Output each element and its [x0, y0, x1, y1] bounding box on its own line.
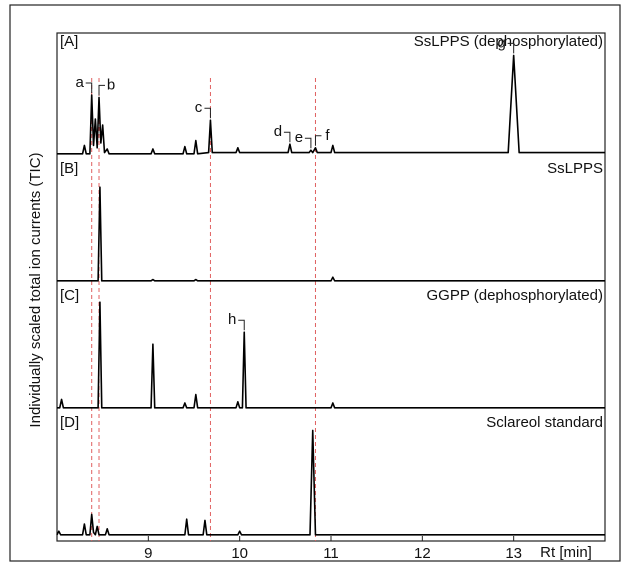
peak-label-connector — [304, 137, 312, 149]
peak-label: d — [274, 123, 282, 140]
x-tick-label: 12 — [414, 545, 431, 562]
peak-label: h — [228, 311, 236, 328]
y-axis-title: Individually scaled total ion currents (… — [27, 152, 44, 427]
panel-tag: [D] — [60, 414, 79, 431]
trace — [57, 54, 605, 155]
peak-label: b — [107, 76, 115, 93]
peak-label: e — [295, 129, 303, 146]
panel-tag: [A] — [60, 33, 78, 50]
x-tick-label: 11 — [323, 545, 339, 562]
peak-label: f — [325, 127, 330, 144]
peak-label-connector — [314, 135, 322, 146]
peak-label-connector — [507, 42, 515, 54]
peak-label: g — [497, 34, 505, 51]
peak-label-connector — [283, 131, 291, 143]
x-tick-label: 9 — [144, 545, 152, 562]
panel-title: SsLPPS — [547, 160, 603, 177]
peak-label-connector — [204, 107, 211, 119]
panel-title: SsLPPS (dephosphorylated) — [414, 33, 603, 50]
x-tick-label: 13 — [505, 545, 522, 562]
peak-label-connector — [85, 82, 93, 93]
x-axis-title: Rt [min] — [540, 544, 592, 561]
trace — [57, 186, 605, 282]
x-tick-label: 10 — [231, 545, 248, 562]
panel-tag: [C] — [60, 287, 79, 304]
panel-tag: [B] — [60, 160, 78, 177]
panel-title: GGPP (dephosphorylated) — [427, 287, 604, 304]
peak-label-connector — [98, 84, 106, 96]
peak-label: a — [76, 74, 85, 91]
peak-label-connector — [238, 319, 245, 331]
figure-border — [9, 4, 621, 562]
panel-title: Sclareol standard — [486, 414, 603, 431]
trace — [57, 301, 605, 409]
trace — [56, 429, 605, 536]
peak-label: c — [195, 99, 203, 116]
